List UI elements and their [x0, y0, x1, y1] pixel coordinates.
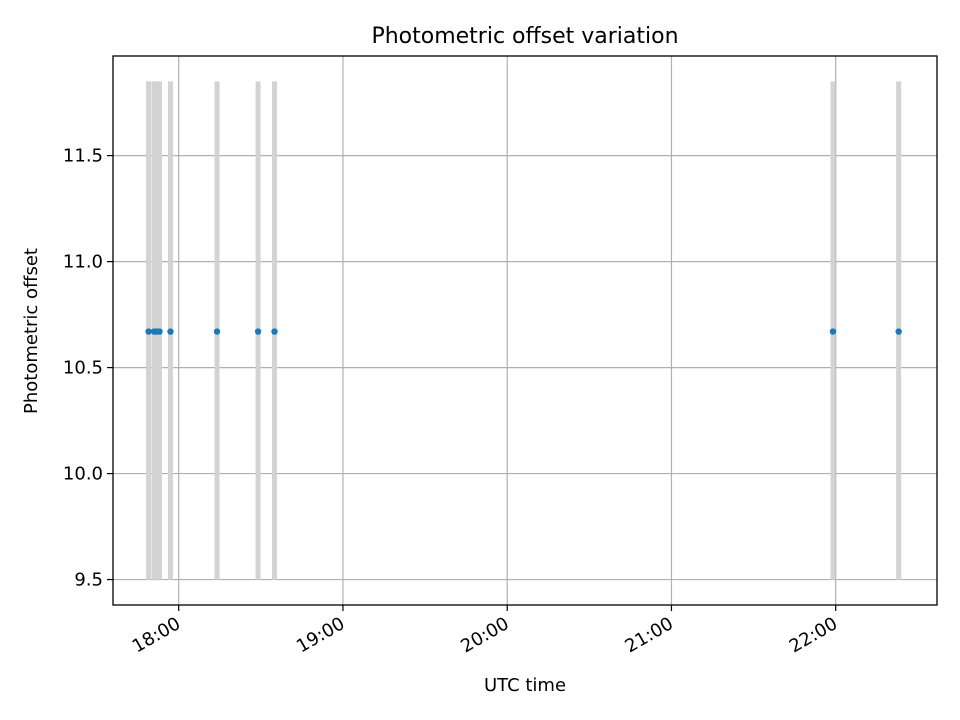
grid — [113, 56, 937, 605]
y-tick-label: 10.5 — [63, 358, 103, 379]
x-axis-label: UTC time — [484, 675, 566, 696]
y-tick-label: 10.0 — [63, 464, 103, 485]
y-tick-label: 11.5 — [63, 146, 103, 167]
data-point — [213, 328, 221, 335]
data-point — [895, 328, 902, 335]
data-point — [271, 328, 278, 335]
data-points — [145, 328, 902, 335]
x-tick-label: 20:00 — [457, 613, 512, 657]
plot-frame — [112, 55, 938, 606]
y-tick-label: 9.5 — [74, 570, 103, 591]
data-point — [254, 328, 262, 335]
x-tick-label: 21:00 — [622, 613, 677, 657]
y-axis-label: Photometric offset — [21, 248, 42, 414]
data-point — [156, 328, 163, 335]
x-tick-label: 19:00 — [293, 613, 348, 657]
chart-title: Photometric offset variation — [371, 24, 678, 49]
x-tick-label: 18:00 — [129, 613, 184, 657]
data-point — [829, 328, 837, 335]
ticks: 18:00 19:00 20:00 21:00 22:00 9.5 10.0 10.5 11.0… — [63, 146, 841, 658]
x-tick-label: 22:00 — [786, 613, 841, 657]
data-point — [145, 328, 152, 335]
data-point — [167, 328, 174, 335]
y-tick-label: 11.0 — [63, 252, 103, 273]
